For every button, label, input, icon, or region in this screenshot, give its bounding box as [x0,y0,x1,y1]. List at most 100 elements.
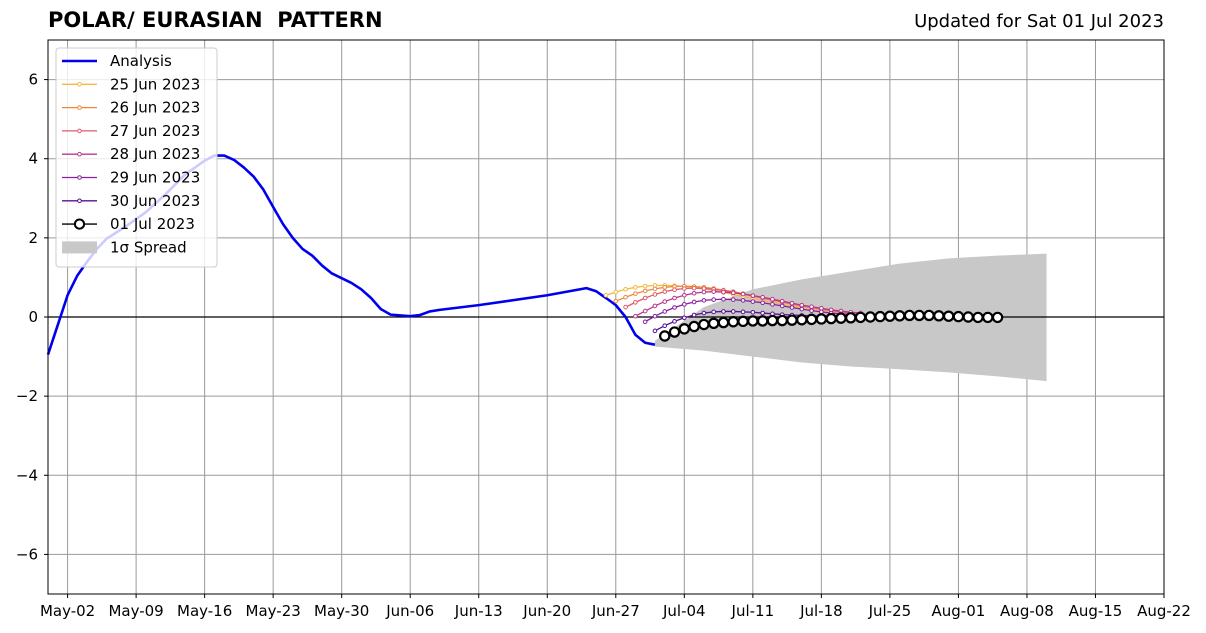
forecast-point [652,292,658,297]
forecast-point [633,291,638,296]
forecast-point [707,317,720,330]
forecast-point [740,309,746,315]
forecast-point [603,292,609,298]
forecast-point [874,310,886,323]
legend-label: 1σ Spread [110,238,187,256]
forecast-point [796,314,808,326]
forecast-point [701,310,707,316]
legend-swatch-marker [77,105,82,110]
forecast-point [642,288,648,294]
forecast-point [819,309,824,315]
forecast-point [691,312,697,318]
forecast-point [864,311,877,323]
legend-swatch-marker [77,82,82,87]
y-tick-label: 2 [28,229,38,247]
legend: Analysis 25 Jun 2023 26 Jun 2023 27 Jun 202… [55,47,218,268]
x-tick-label: May-09 [108,602,163,620]
forecast-point [711,297,716,302]
forecast-point [721,309,726,314]
x-tick-label: Aug-15 [1069,602,1123,620]
forecast-point [668,326,681,338]
forecast-point [854,311,867,324]
forecast-point [730,290,736,296]
forecast-point [737,315,749,328]
forecast-point [672,295,677,301]
forecast-point [659,330,671,342]
y-tick-label: 4 [28,150,38,168]
forecast-point [913,309,925,322]
forecast-point [682,302,687,307]
x-tick-label: Jun-06 [385,602,434,620]
forecast-point [809,308,814,313]
x-tick-label: May-02 [40,602,95,620]
forecast-point [750,299,756,304]
y-tick-label: −6 [16,545,38,563]
forecast-point [672,319,677,324]
forecast-point [805,313,818,326]
legend-label: Analysis [110,52,172,70]
forecast-point [730,309,736,314]
forecast-point [747,315,759,327]
legend-label: 30 Jun 2023 [110,192,200,210]
forecast-point [760,294,765,300]
forecast-point [717,316,730,329]
forecast-point [809,304,814,310]
forecast-point [691,285,697,291]
forecast-point [613,298,619,304]
x-tick-labels: May-02 May-09 May-16 May-23 May-30 Jun-06 Jun-… [40,594,1191,620]
legend-label: 01 Jul 2023 [110,215,195,233]
forecast-point [642,319,648,325]
x-tick-label: Aug-22 [1137,602,1191,620]
forecast-point [760,300,765,306]
forecast-point [642,308,648,314]
y-tick-labels: 6 4 2 0 −2 −4 −6 [16,71,48,563]
forecast-point [845,312,857,324]
forecast-point [770,296,775,302]
legend-label: 25 Jun 2023 [110,75,200,93]
forecast-point [662,323,668,329]
forecast-point [642,295,648,301]
forecast-point [799,306,805,312]
forecast-point [770,302,775,307]
forecast-point [789,305,795,310]
forecast-point [633,285,638,290]
forecast-point [789,300,795,306]
forecast-point [903,309,916,322]
legend-swatch-marker [73,218,86,230]
x-tick-label: Jul-11 [731,602,775,620]
forecast-point [952,310,965,323]
x-tick-label: Jul-04 [662,602,706,620]
forecast-point [779,303,785,309]
forecast-point [701,289,707,295]
forecast-point [711,309,716,315]
forecast-point [825,312,837,325]
forecast-point [815,313,828,325]
forecast-layer [603,283,1004,342]
legend-label: 28 Jun 2023 [110,145,200,163]
forecast-point [779,298,785,304]
x-tick-label: Jun-20 [522,602,571,620]
y-tick-label: −4 [16,466,38,484]
forecast-point [691,290,697,296]
forecast-point [923,309,935,322]
forecast-point [652,303,658,309]
forecast-point [682,286,687,291]
y-tick-label: 0 [28,308,38,326]
forecast-point [701,298,707,303]
x-tick-label: May-30 [314,602,369,620]
forecast-point [662,289,668,294]
forecast-point [623,287,628,292]
legend-swatch-marker [77,128,82,134]
x-tick-label: May-16 [177,602,232,620]
forecast-point [750,293,756,298]
forecast-point [786,314,798,326]
forecast-point [972,311,984,324]
updated-date: Updated for Sat 01 Jul 2023 [914,11,1164,32]
legend-box [55,47,218,268]
forecast-point [835,312,847,324]
forecast-point [652,283,658,288]
forecast-point [740,291,746,297]
legend-label: 29 Jun 2023 [110,169,200,187]
x-tick-label: Jun-13 [454,602,503,620]
